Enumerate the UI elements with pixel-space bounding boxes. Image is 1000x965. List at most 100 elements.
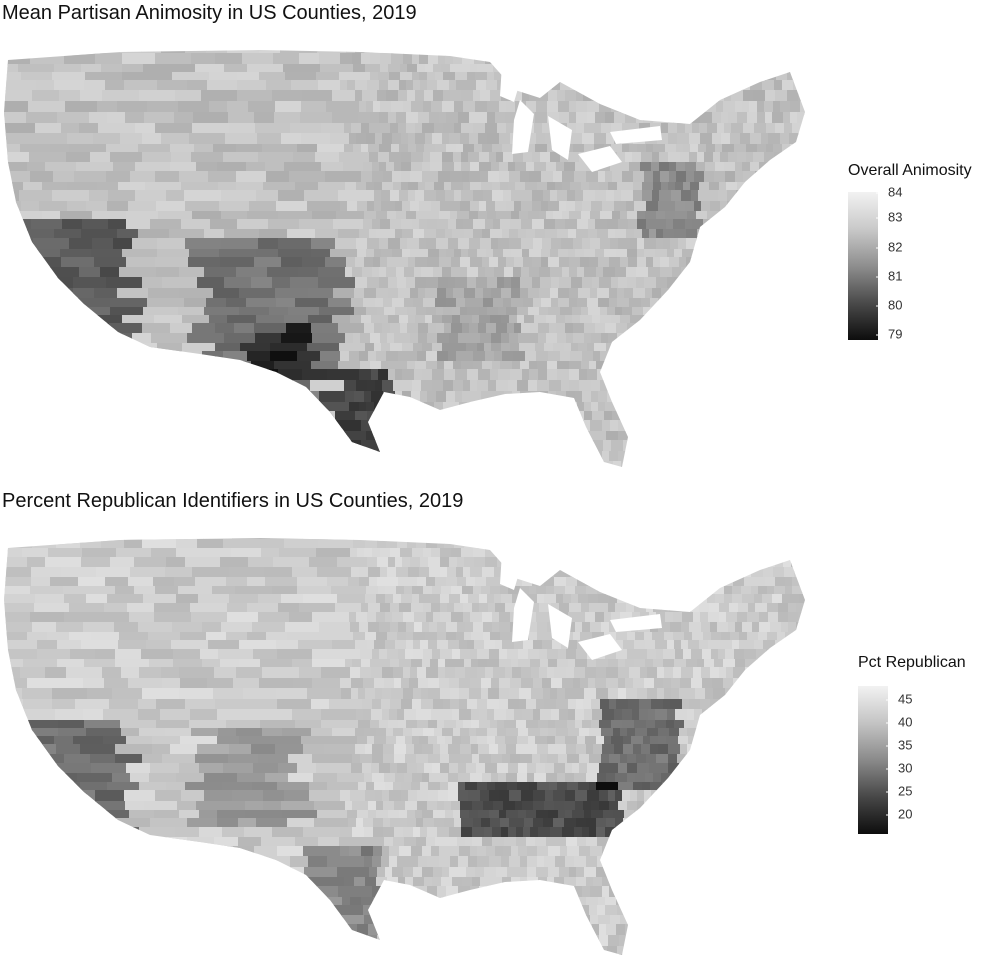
county-cell bbox=[741, 557, 751, 568]
county-cell bbox=[481, 586, 491, 595]
county-cell bbox=[591, 699, 601, 710]
county-cell bbox=[497, 451, 507, 462]
county-cell bbox=[687, 64, 698, 73]
county-cell bbox=[553, 211, 563, 220]
county-cell bbox=[533, 640, 543, 650]
county-cell bbox=[561, 567, 571, 578]
county-cell bbox=[442, 162, 455, 172]
county-cell bbox=[376, 728, 387, 737]
county-cell bbox=[503, 298, 512, 308]
county-cell bbox=[749, 728, 759, 737]
county-cell bbox=[769, 461, 780, 467]
county-cell bbox=[648, 538, 658, 540]
county-cell bbox=[370, 112, 380, 124]
county-cell bbox=[367, 557, 378, 568]
county-cell bbox=[485, 667, 494, 679]
county-cell bbox=[739, 728, 750, 737]
county-cell bbox=[755, 288, 766, 299]
county-cell bbox=[813, 594, 820, 604]
county-cell bbox=[467, 640, 475, 650]
county-cell bbox=[417, 249, 429, 258]
county-cell bbox=[713, 380, 722, 392]
county-cell bbox=[340, 790, 351, 802]
county-cell bbox=[576, 101, 588, 113]
county-cell bbox=[322, 632, 354, 644]
county-cell bbox=[757, 101, 765, 113]
county-cell bbox=[643, 53, 652, 65]
county-cell bbox=[70, 411, 96, 429]
county-cell bbox=[403, 538, 413, 540]
county-cell bbox=[766, 649, 776, 660]
county-cell bbox=[173, 369, 193, 387]
county-cell bbox=[623, 818, 636, 828]
county-cell bbox=[784, 837, 795, 847]
county-cell bbox=[4, 229, 28, 243]
county-cell bbox=[599, 101, 612, 113]
county-cell bbox=[760, 709, 768, 721]
county-cell bbox=[667, 567, 679, 578]
county-cell bbox=[592, 277, 600, 289]
county-cell bbox=[696, 50, 709, 54]
county-cell bbox=[608, 90, 619, 102]
county-cell bbox=[479, 720, 491, 729]
county-cell bbox=[410, 333, 419, 344]
county-cell bbox=[644, 678, 655, 689]
county-cell bbox=[372, 754, 384, 764]
county-cell bbox=[710, 351, 721, 362]
county-cell bbox=[441, 586, 452, 595]
county-cell bbox=[396, 211, 407, 220]
county-cell bbox=[539, 603, 552, 613]
county-cell bbox=[26, 801, 59, 812]
county-cell bbox=[434, 728, 443, 737]
county-cell bbox=[715, 594, 725, 604]
county-cell bbox=[542, 238, 552, 250]
county-cell bbox=[505, 112, 517, 124]
county-cell bbox=[645, 288, 653, 299]
county-cell bbox=[628, 333, 636, 344]
county-cell bbox=[491, 678, 500, 689]
county-cell bbox=[498, 238, 510, 250]
county-cell bbox=[611, 123, 623, 134]
county-cell bbox=[212, 586, 236, 595]
county-cell bbox=[423, 50, 435, 54]
county-cell bbox=[127, 431, 146, 445]
county-cell bbox=[691, 538, 701, 540]
county-cell bbox=[437, 736, 446, 745]
county-cell bbox=[737, 201, 746, 212]
county-cell bbox=[558, 288, 570, 299]
county-cell bbox=[77, 440, 110, 456]
county-cell bbox=[685, 201, 695, 212]
county-cell bbox=[382, 182, 394, 191]
county-cell bbox=[624, 351, 636, 362]
county-cell bbox=[722, 451, 733, 462]
county-cell bbox=[387, 257, 397, 268]
county-cell bbox=[415, 190, 425, 202]
county-cell bbox=[740, 763, 750, 774]
county-cell bbox=[354, 307, 367, 316]
county-cell bbox=[742, 64, 752, 73]
county-cell bbox=[520, 391, 531, 403]
county-cell bbox=[562, 539, 573, 549]
county-cell bbox=[453, 53, 463, 65]
county-cell bbox=[284, 790, 310, 803]
county-cell bbox=[394, 827, 404, 838]
county-cell bbox=[553, 171, 563, 183]
county-cell bbox=[618, 431, 630, 441]
county-cell bbox=[187, 837, 215, 847]
county-cell bbox=[261, 548, 280, 560]
county-cell bbox=[356, 133, 367, 145]
county-cell bbox=[463, 720, 472, 729]
county-cell bbox=[95, 343, 125, 352]
county-cell bbox=[744, 801, 755, 811]
county-cell bbox=[815, 688, 820, 700]
county-cell bbox=[734, 649, 745, 660]
county-cell bbox=[675, 101, 686, 113]
county-cell bbox=[790, 594, 800, 604]
county-cell bbox=[618, 391, 628, 403]
county-cell bbox=[413, 343, 423, 352]
county-cell bbox=[471, 659, 479, 668]
county-cell bbox=[469, 440, 477, 452]
county-cell bbox=[577, 577, 585, 587]
county-cell bbox=[730, 632, 740, 641]
county-cell bbox=[582, 277, 593, 289]
